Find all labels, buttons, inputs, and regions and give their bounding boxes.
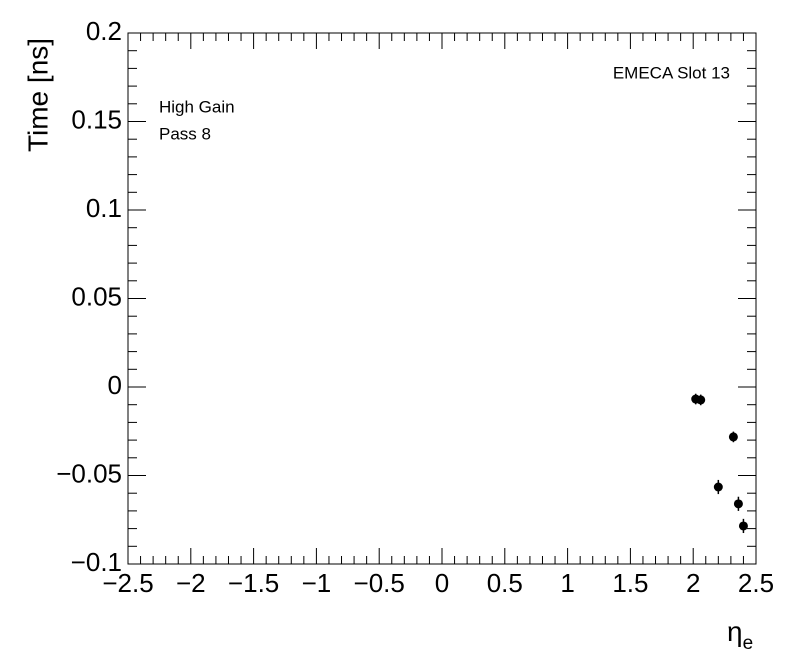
data-point [696, 395, 706, 405]
y-tick-label: 0.2 [86, 16, 122, 46]
x-axis-symbol: η [727, 616, 743, 647]
annotation: High Gain [159, 97, 235, 116]
y-tick-label: 0 [108, 370, 122, 400]
data-point [733, 499, 743, 509]
x-tick-label: −0.5 [354, 568, 405, 598]
x-axis-label: ηe [727, 616, 753, 654]
data-point [728, 432, 738, 442]
x-axis-subscript: e [743, 633, 754, 654]
x-tick-label: 1 [560, 568, 574, 598]
y-tick-label: 0.05 [71, 281, 122, 311]
y-axis-label: Time [ns] [22, 38, 53, 152]
y-tick-label: 0.1 [86, 193, 122, 223]
x-tick-label: 2.5 [738, 568, 774, 598]
annotation: Pass 8 [159, 124, 211, 143]
x-tick-label: −2.5 [102, 568, 153, 598]
y-tick-label: −0.1 [71, 547, 122, 577]
x-tick-label: 0 [435, 568, 449, 598]
y-tick-label: −0.05 [56, 458, 122, 488]
x-tick-label: −1.5 [228, 568, 279, 598]
x-tick-label: −1 [302, 568, 332, 598]
annotation: EMECA Slot 13 [613, 63, 730, 82]
x-tick-label: 2 [686, 568, 700, 598]
y-tick-label: 0.15 [71, 104, 122, 134]
x-tick-label: −2 [176, 568, 206, 598]
x-tick-label: 0.5 [487, 568, 523, 598]
x-tick-label: 1.5 [612, 568, 648, 598]
data-point [713, 482, 723, 492]
data-point [738, 521, 748, 531]
